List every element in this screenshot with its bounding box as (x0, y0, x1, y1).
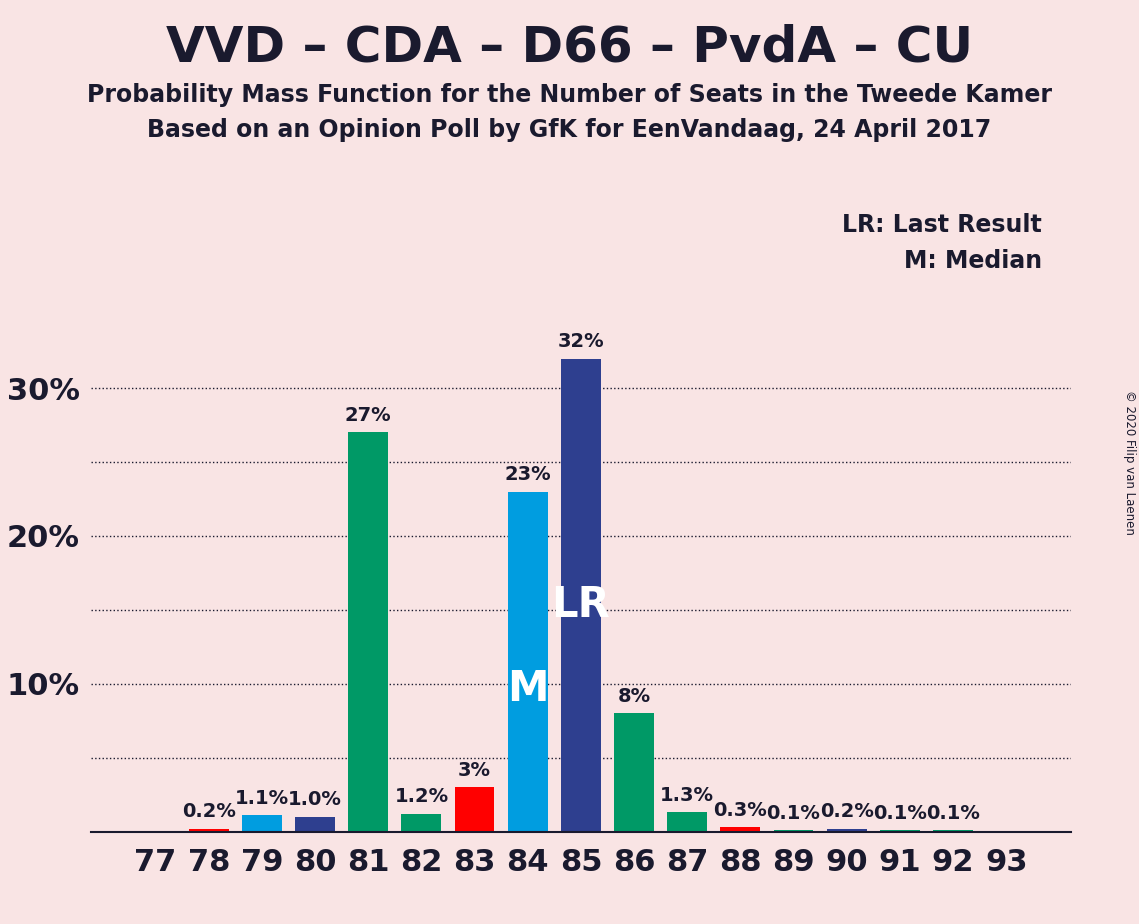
Bar (880, 830, 920, 832)
Bar (614, 713, 654, 832)
Bar (667, 812, 707, 832)
Bar (508, 492, 548, 832)
Text: Probability Mass Function for the Number of Seats in the Tweede Kamer: Probability Mass Function for the Number… (87, 83, 1052, 107)
Text: 27%: 27% (345, 406, 392, 425)
Text: 8%: 8% (617, 687, 650, 706)
Text: VVD – CDA – D66 – PvdA – CU: VVD – CDA – D66 – PvdA – CU (166, 23, 973, 71)
Text: Based on an Opinion Poll by GfK for EenVandaag, 24 April 2017: Based on an Opinion Poll by GfK for EenV… (147, 118, 992, 142)
Bar (933, 830, 973, 832)
Text: 1.3%: 1.3% (661, 786, 714, 805)
Bar (773, 830, 813, 832)
Text: 0.3%: 0.3% (713, 801, 768, 820)
Text: 1.2%: 1.2% (394, 787, 449, 807)
Bar (189, 829, 229, 832)
Text: 23%: 23% (505, 465, 551, 484)
Text: 1.0%: 1.0% (288, 790, 342, 809)
Bar (721, 827, 761, 832)
Text: LR: LR (551, 584, 611, 626)
Bar (349, 432, 388, 832)
Text: 0.1%: 0.1% (926, 804, 980, 822)
Text: 3%: 3% (458, 760, 491, 780)
Text: 0.1%: 0.1% (767, 804, 820, 822)
Text: © 2020 Filip van Laenen: © 2020 Filip van Laenen (1123, 390, 1137, 534)
Text: M: Median: M: Median (904, 249, 1042, 274)
Text: 0.2%: 0.2% (820, 802, 874, 821)
Bar (560, 359, 601, 832)
Bar (295, 817, 335, 832)
Bar (454, 787, 494, 832)
Text: M: M (507, 668, 549, 710)
Bar (401, 814, 441, 832)
Bar (827, 829, 867, 832)
Text: 0.1%: 0.1% (872, 804, 927, 822)
Text: 0.2%: 0.2% (182, 802, 236, 821)
Bar (241, 815, 281, 832)
Text: LR: Last Result: LR: Last Result (843, 213, 1042, 237)
Text: 1.1%: 1.1% (235, 789, 289, 808)
Text: 32%: 32% (558, 332, 604, 351)
